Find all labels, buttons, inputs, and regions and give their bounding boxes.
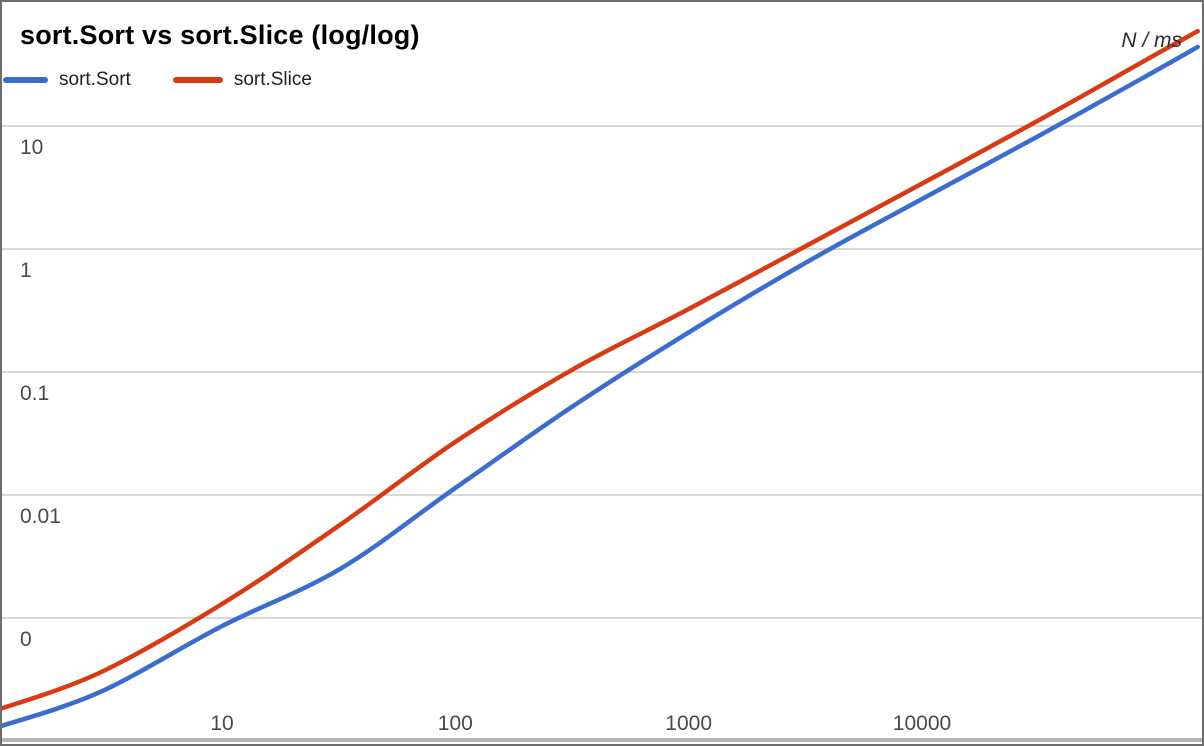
chart-title: sort.Sort vs sort.Slice (log/log) — [20, 20, 420, 50]
x-tick-label: 100 — [438, 712, 473, 735]
axis-unit-label: N / ms — [1121, 29, 1182, 52]
legend-label-sort-sort: sort.Sort — [59, 69, 131, 90]
y-tick-label: 10 — [20, 136, 43, 159]
legend: sort.Sort sort.Slice — [3, 69, 312, 91]
y-tick-label: 0.1 — [20, 382, 49, 405]
y-tick-label: 0.01 — [20, 505, 61, 528]
x-tick-label: 10000 — [893, 712, 951, 735]
y-tick-label: 1 — [20, 259, 32, 282]
legend-swatch-sort-sort — [3, 77, 48, 83]
x-tick-label: 10 — [210, 712, 233, 735]
x-tick-label: 1000 — [665, 712, 712, 735]
legend-swatch-sort-slice — [172, 77, 223, 83]
x-axis-baseline — [2, 738, 1202, 742]
legend-label-sort-slice: sort.Slice — [233, 69, 312, 90]
series-line-sort-slice — [2, 28, 1200, 711]
y-tick-label: 0 — [20, 628, 32, 651]
series-line-sort-sort — [2, 44, 1200, 729]
